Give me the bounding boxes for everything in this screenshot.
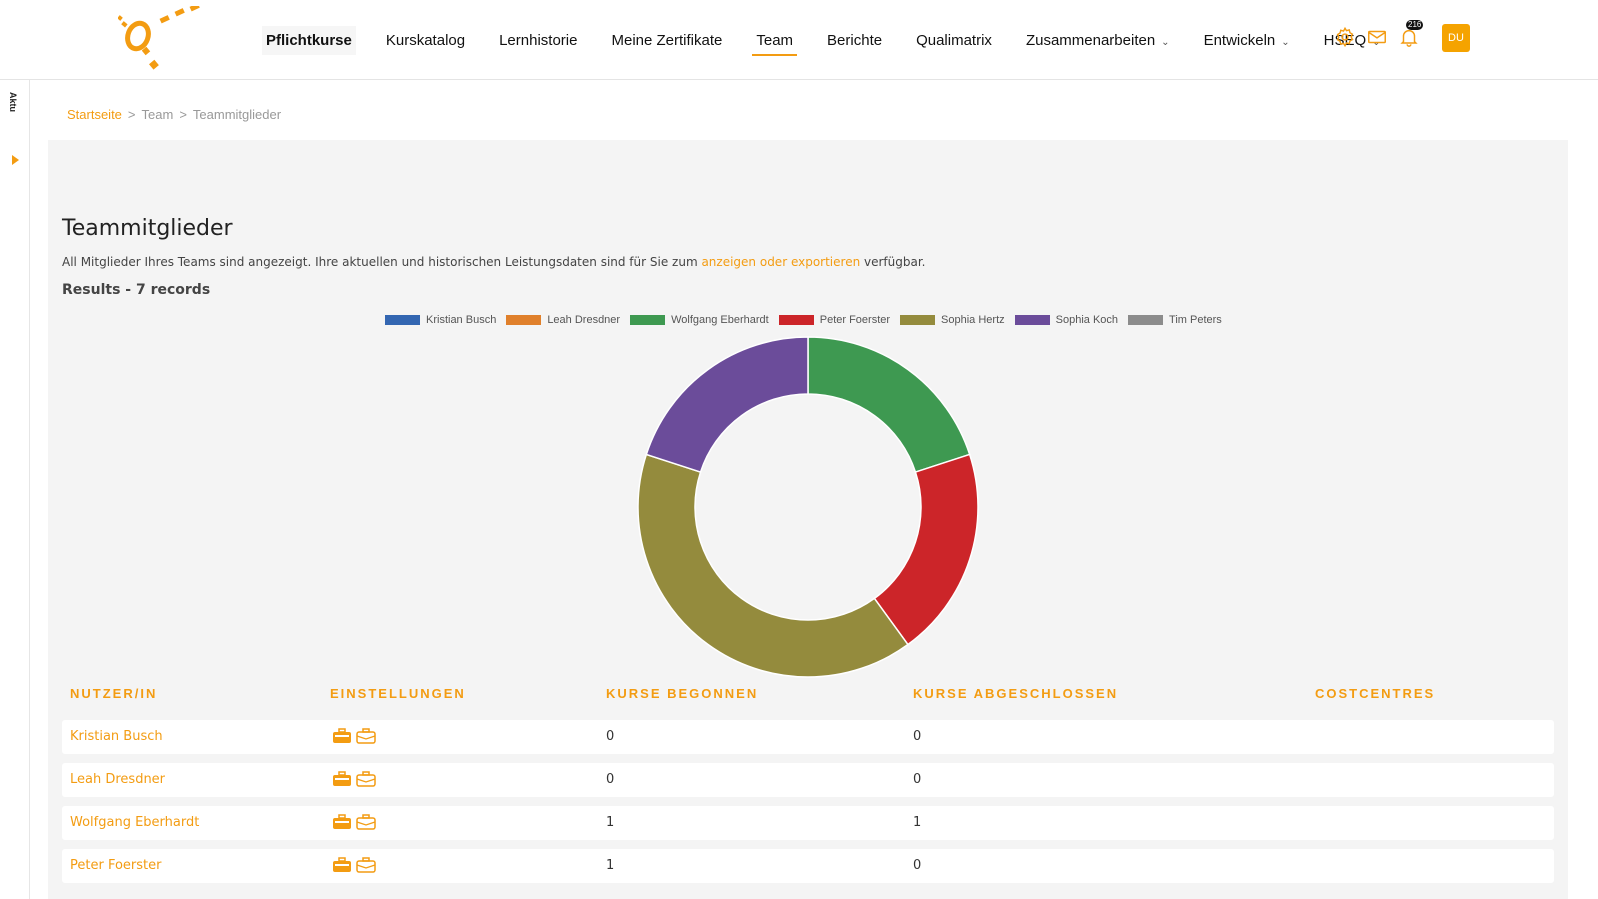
donut-slice[interactable] [873,453,979,646]
legend-item[interactable]: Kristian Busch [385,314,496,326]
nav-team[interactable]: Team [752,26,797,56]
legend-swatch [1014,315,1050,325]
briefcase-outline-icon[interactable] [356,727,376,745]
legend-item[interactable]: Wolfgang Eberhardt [630,314,769,326]
nav-entwickeln-label: Entwickeln [1203,31,1276,49]
top-header: Pflichtkurse Kurskatalog Lernhistorie Me… [0,0,1598,80]
legend-swatch [385,315,420,325]
legend-swatch [506,315,542,325]
legend-swatch [900,315,936,325]
breadcrumb: Startseite > Team > Teammitglieder [67,107,281,122]
kurse-begonnen-value: 0 [606,729,615,744]
breadcrumb-team[interactable]: Team [141,107,174,122]
kurse-begonnen-value: 1 [606,858,615,873]
main-nav: Pflichtkurse Kurskatalog Lernhistorie Me… [262,0,1411,80]
donut-slice[interactable] [637,453,909,678]
company-logo[interactable] [118,6,208,74]
briefcase-outline-icon[interactable] [356,813,376,831]
nav-entwickeln[interactable]: Entwickeln ⌄ [1200,26,1294,55]
legend-item[interactable]: Sophia Koch [1014,314,1119,326]
desc-text-before: All Mitglieder Ihres Teams sind angezeig… [62,255,702,269]
header-einstellungen[interactable]: EINSTELLUNGEN [330,686,466,701]
desc-text-after: verfügbar. [860,255,926,269]
results-count: Results - 7 records [62,282,211,298]
nav-lernhistorie[interactable]: Lernhistorie [499,31,578,49]
nav-zusammenarbeiten[interactable]: Zusammenarbeiten ⌄ [1022,26,1174,55]
chevron-down-icon: ⌄ [1281,36,1290,48]
nav-berichte[interactable]: Berichte [827,31,883,49]
kurse-abgeschlossen-value: 0 [913,772,922,787]
legend-label: Tim Peters [1169,314,1222,326]
nav-kurskatalog[interactable]: Kurskatalog [385,31,466,49]
briefcase-filled-icon[interactable] [332,770,352,788]
notification-count-badge: 216 [1406,20,1424,30]
table-row: Leah Dresdner 0 0 [62,763,1554,797]
donut-slice[interactable] [645,336,809,474]
legend-item[interactable]: Tim Peters [1128,314,1222,326]
breadcrumb-current: Teammitglieder [192,107,282,122]
user-name-link[interactable]: Kristian Busch [70,729,163,744]
legend-label: Peter Foerster [819,314,891,326]
header-costcentres[interactable]: COSTCENTRES [1315,686,1436,701]
table-row: Wolfgang Eberhardt 1 1 [62,806,1554,840]
chart-legend: Kristian Busch Leah Dresdner Wolfgang Eber… [385,314,1232,326]
user-name-link[interactable]: Wolfgang Eberhardt [70,815,200,830]
mail-icon[interactable] [1366,26,1390,50]
settings-icons [332,727,380,745]
legend-swatch [778,315,814,325]
nav-qualimatrix[interactable]: Qualimatrix [916,31,992,49]
header-nutzer[interactable]: NUTZER/IN [70,686,158,701]
user-name-link[interactable]: Leah Dresdner [70,772,166,787]
main-panel: Teammitglieder All Mitglieder Ihres Team… [48,140,1568,899]
kurse-begonnen-value: 1 [606,815,615,830]
breadcrumb-separator: > [127,107,136,122]
settings-icons [332,770,380,788]
legend-label: Sophia Hertz [941,314,1005,326]
briefcase-filled-icon[interactable] [332,727,352,745]
nav-meine-zertifikate[interactable]: Meine Zertifikate [611,31,723,49]
nav-pflichtkurse[interactable]: Pflichtkurse [262,25,356,55]
legend-swatch [1128,315,1164,325]
table-row: Peter Foerster 1 0 [62,849,1554,883]
nav-zusammenarbeiten-label: Zusammenarbeiten [1025,31,1156,49]
legend-label: Sophia Koch [1055,314,1119,326]
legend-label: Kristian Busch [426,314,497,326]
header-kurse-abgeschlossen[interactable]: KURSE ABGESCHLOSSEN [913,686,1119,701]
breadcrumb-home[interactable]: Startseite [67,107,122,122]
briefcase-filled-icon[interactable] [332,813,352,831]
page-title: Teammitglieder [62,216,233,241]
briefcase-outline-icon[interactable] [356,856,376,874]
expand-arrow-icon[interactable] [12,155,19,165]
chevron-down-icon: ⌄ [1161,36,1170,48]
user-name-link[interactable]: Peter Foerster [70,858,162,873]
notification-bell-icon[interactable]: 216 [1398,20,1424,50]
view-export-link[interactable]: anzeigen oder exportieren [701,255,861,269]
briefcase-outline-icon[interactable] [356,770,376,788]
kurse-abgeschlossen-value: 0 [913,729,922,744]
user-avatar[interactable]: DU [1442,24,1470,52]
page-description: All Mitglieder Ihres Teams sind angezeig… [62,255,925,269]
header-kurse-begonnen[interactable]: KURSE BEGONNEN [606,686,759,701]
rail-label[interactable]: Aktu [8,92,18,112]
legend-label: Wolfgang Eberhardt [671,314,769,326]
table-header: NUTZER/IN EINSTELLUNGEN KURSE BEGONNEN K… [62,686,1554,706]
legend-item[interactable]: Sophia Hertz [900,314,1005,326]
table-row: Kristian Busch 0 0 [62,720,1554,754]
breadcrumb-separator: > [179,107,187,122]
settings-gear-icon[interactable] [1334,26,1358,50]
kurse-abgeschlossen-value: 1 [913,815,922,830]
kurse-abgeschlossen-value: 0 [913,858,922,873]
settings-icons [332,856,380,874]
legend-item[interactable]: Leah Dresdner [506,314,620,326]
donut-slice[interactable] [807,336,971,474]
settings-icons [332,813,380,831]
left-side-rail: Aktu [0,80,30,899]
kurse-begonnen-value: 0 [606,772,615,787]
legend-label: Leah Dresdner [547,314,621,326]
legend-swatch [630,315,666,325]
briefcase-filled-icon[interactable] [332,856,352,874]
header-actions: 216 DU [1334,20,1470,52]
donut-chart [637,336,979,678]
legend-item[interactable]: Peter Foerster [778,314,891,326]
